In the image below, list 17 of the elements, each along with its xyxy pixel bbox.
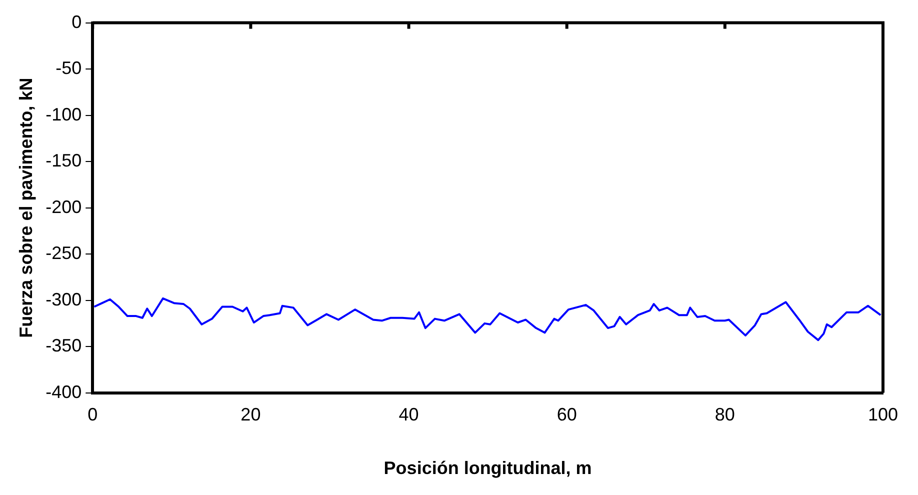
y-tick-label: -150 xyxy=(46,150,82,171)
x-axis-title: Posición longitudinal, m xyxy=(384,458,592,478)
y-tick-label: -400 xyxy=(46,382,82,402)
y-tick-label: -300 xyxy=(46,289,82,310)
y-tick-label: -250 xyxy=(46,243,82,264)
y-tick-label: 0 xyxy=(72,12,82,32)
y-tick-label: -50 xyxy=(56,58,82,78)
x-tick-label: 60 xyxy=(556,404,577,425)
y-tick-label: -200 xyxy=(46,196,82,217)
x-tick-label: 100 xyxy=(868,404,898,425)
x-tick-label: 80 xyxy=(714,404,735,425)
y-axis-title: Fuerza sobre el pavimento, kN xyxy=(16,78,36,338)
y-tick-label: -350 xyxy=(46,336,82,356)
x-tick-label: 40 xyxy=(398,404,419,425)
x-tick-label: 20 xyxy=(240,404,261,425)
x-tick-label: 0 xyxy=(88,404,98,425)
y-tick-label: -100 xyxy=(46,104,82,124)
